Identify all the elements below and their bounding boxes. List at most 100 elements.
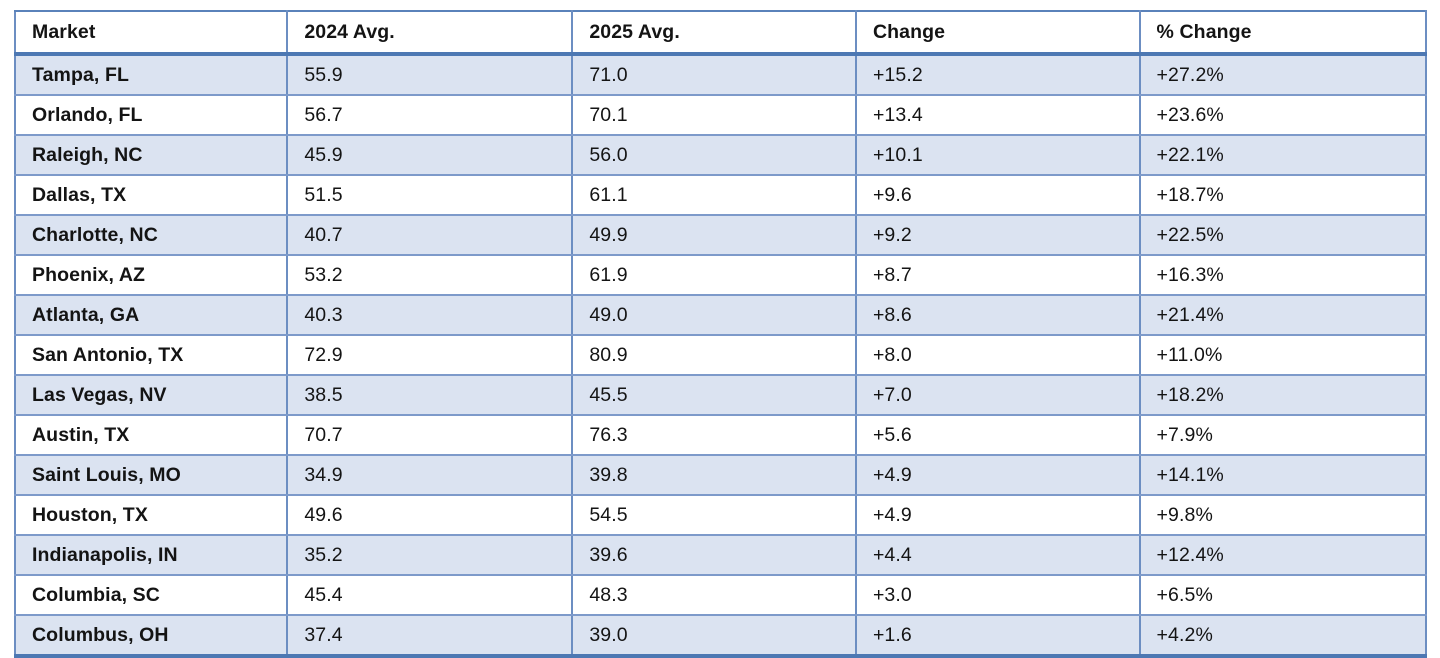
table-row: San Antonio, TX 72.9 80.9 +8.0 +11.0% — [13, 334, 1428, 376]
cell-market: San Antonio, TX — [13, 334, 289, 376]
cell-pct-change: +11.0% — [1138, 334, 1428, 376]
table-row: Tampa, FL 55.9 71.0 +15.2 +27.2% — [13, 53, 1428, 96]
cell-pct-change: +21.4% — [1138, 294, 1428, 336]
cell-market: Columbus, OH — [13, 614, 289, 657]
cell-market: Atlanta, GA — [13, 294, 289, 336]
cell-market: Raleigh, NC — [13, 134, 289, 176]
table-header: Market 2024 Avg. 2025 Avg. Change% Change — [13, 10, 1428, 56]
table-row: Phoenix, AZ 53.2 61.9 +8.7 +16.3% — [13, 254, 1428, 296]
cell-change: +4.4 — [854, 534, 1141, 576]
cell-pct-change: +12.4% — [1138, 534, 1428, 576]
cell-pct-change: +4.2% — [1138, 614, 1428, 657]
cell-2025-avg: 39.0 — [571, 614, 857, 657]
cell-pct-change: +22.5% — [1138, 214, 1428, 256]
cell-2024-avg: 72.9 — [286, 334, 574, 376]
table-row: Raleigh, NC 45.9 56.0 +10.1 +22.1% — [13, 134, 1428, 176]
cell-2024-avg: 45.9 — [286, 134, 574, 176]
cell-2025-avg: 61.9 — [571, 254, 857, 296]
cell-market: Charlotte, NC — [13, 214, 289, 256]
cell-2025-avg: 39.8 — [571, 454, 857, 496]
cell-2025-avg: 39.6 — [571, 534, 857, 576]
table-row: Austin, TX 70.7 76.3 +5.6 +7.9% — [13, 414, 1428, 456]
cell-market: Phoenix, AZ — [13, 254, 289, 296]
page: Market 2024 Avg. 2025 Avg. Change% Change T… — [13, 10, 1428, 658]
cell-change: +8.7 — [854, 254, 1141, 296]
cell-change: +9.2 — [854, 214, 1141, 256]
cell-market: Austin, TX — [13, 414, 289, 456]
table-row: Atlanta, GA 40.3 49.0 +8.6 +21.4% — [13, 294, 1428, 336]
table-row: Dallas, TX 51.5 61.1 +9.6 +18.7% — [13, 174, 1428, 216]
cell-change: +3.0 — [854, 574, 1141, 616]
column-header-change: Change — [854, 10, 1141, 56]
cell-2024-avg: 51.5 — [286, 174, 574, 216]
cell-change: +8.6 — [854, 294, 1141, 336]
cell-market: Tampa, FL — [13, 53, 289, 96]
cell-pct-change: +16.3% — [1138, 254, 1428, 296]
cell-change: +10.1 — [854, 134, 1141, 176]
cell-2024-avg: 34.9 — [286, 454, 574, 496]
table-row: Columbia, SC 45.4 48.3 +3.0 +6.5% — [13, 574, 1428, 616]
table-body: Tampa, FL 55.9 71.0 +15.2 +27.2% Orlando, FL 5… — [13, 53, 1428, 657]
cell-market: Orlando, FL — [13, 94, 289, 136]
cell-market: Saint Louis, MO — [13, 454, 289, 496]
cell-pct-change: +9.8% — [1138, 494, 1428, 536]
table-row: Indianapolis, IN 35.2 39.6 +4.4 +12.4% — [13, 534, 1428, 576]
cell-2025-avg: 76.3 — [571, 414, 857, 456]
cell-2024-avg: 38.5 — [286, 374, 574, 416]
cell-pct-change: +18.7% — [1138, 174, 1428, 216]
table-row: Las Vegas, NV 38.5 45.5 +7.0 +18.2% — [13, 374, 1428, 416]
cell-2024-avg: 56.7 — [286, 94, 574, 136]
cell-2025-avg: 49.0 — [571, 294, 857, 336]
cell-change: +4.9 — [854, 454, 1141, 496]
cell-market: Las Vegas, NV — [13, 374, 289, 416]
column-header-pct-change: % Change — [1138, 10, 1428, 56]
cell-2024-avg: 49.6 — [286, 494, 574, 536]
cell-market: Dallas, TX — [13, 174, 289, 216]
cell-2024-avg: 70.7 — [286, 414, 574, 456]
cell-pct-change: +27.2% — [1138, 53, 1428, 96]
cell-change: +15.2 — [854, 53, 1141, 96]
column-header-2025-avg: 2025 Avg. — [571, 10, 857, 56]
cell-change: +9.6 — [854, 174, 1141, 216]
table-row: Orlando, FL 56.7 70.1 +13.4 +23.6% — [13, 94, 1428, 136]
cell-market: Columbia, SC — [13, 574, 289, 616]
cell-2024-avg: 40.7 — [286, 214, 574, 256]
cell-change: +4.9 — [854, 494, 1141, 536]
column-header-market: Market — [13, 10, 289, 56]
cell-2025-avg: 80.9 — [571, 334, 857, 376]
cell-pct-change: +22.1% — [1138, 134, 1428, 176]
cell-pct-change: +7.9% — [1138, 414, 1428, 456]
cell-2024-avg: 35.2 — [286, 534, 574, 576]
cell-pct-change: +6.5% — [1138, 574, 1428, 616]
table-row: Houston, TX 49.6 54.5 +4.9 +9.8% — [13, 494, 1428, 536]
cell-market: Indianapolis, IN — [13, 534, 289, 576]
market-comparison-table: Market 2024 Avg. 2025 Avg. Change% Change T… — [13, 10, 1428, 658]
column-header-2024-avg: 2024 Avg. — [286, 10, 574, 56]
cell-2025-avg: 61.1 — [571, 174, 857, 216]
cell-2025-avg: 54.5 — [571, 494, 857, 536]
table-header-row: Market 2024 Avg. 2025 Avg. Change% Change — [13, 10, 1428, 56]
cell-2025-avg: 56.0 — [571, 134, 857, 176]
cell-change: +13.4 — [854, 94, 1141, 136]
cell-change: +7.0 — [854, 374, 1141, 416]
cell-pct-change: +23.6% — [1138, 94, 1428, 136]
cell-pct-change: +18.2% — [1138, 374, 1428, 416]
cell-2025-avg: 48.3 — [571, 574, 857, 616]
table-row: Saint Louis, MO 34.9 39.8 +4.9 +14.1% — [13, 454, 1428, 496]
cell-2024-avg: 53.2 — [286, 254, 574, 296]
cell-2024-avg: 55.9 — [286, 53, 574, 96]
table-row: Charlotte, NC 40.7 49.9 +9.2 +22.5% — [13, 214, 1428, 256]
cell-2024-avg: 37.4 — [286, 614, 574, 657]
cell-2025-avg: 70.1 — [571, 94, 857, 136]
cell-2024-avg: 40.3 — [286, 294, 574, 336]
cell-change: +1.6 — [854, 614, 1141, 657]
cell-2025-avg: 45.5 — [571, 374, 857, 416]
cell-2025-avg: 71.0 — [571, 53, 857, 96]
cell-2024-avg: 45.4 — [286, 574, 574, 616]
cell-2025-avg: 49.9 — [571, 214, 857, 256]
cell-change: +8.0 — [854, 334, 1141, 376]
cell-change: +5.6 — [854, 414, 1141, 456]
cell-pct-change: +14.1% — [1138, 454, 1428, 496]
cell-market: Houston, TX — [13, 494, 289, 536]
table-row: Columbus, OH 37.4 39.0 +1.6 +4.2% — [13, 614, 1428, 657]
